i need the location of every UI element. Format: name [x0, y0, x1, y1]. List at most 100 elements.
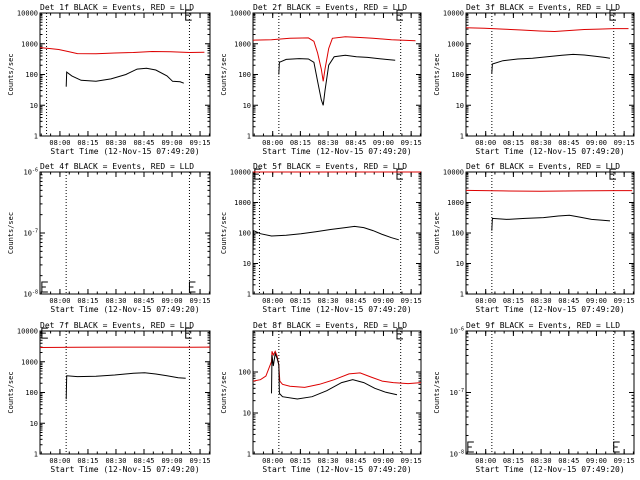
x-axis-label: Start Time (12-Nov-15 07:49:20): [475, 305, 624, 314]
plot-frame: [252, 330, 422, 455]
y-tick-label: 1000: [447, 199, 464, 207]
y-tick-label: 100: [25, 389, 38, 397]
e-marker-glyph: [188, 281, 196, 293]
y-tick-label: 1000: [234, 40, 251, 48]
y-tick-label: 1: [34, 451, 38, 459]
y-tick-label: 10-8: [450, 450, 464, 459]
e-marker-glyph: [396, 328, 403, 340]
x-tick-label: 09:15: [190, 139, 211, 147]
y-tick-label: 10000: [230, 169, 251, 177]
y-tick-label: 1: [34, 133, 38, 141]
y-tick-label: 10000: [230, 10, 251, 18]
x-tick-label: 08:00: [475, 139, 496, 147]
panel-det-6: Det 6f BLACK = Events, RED = LLD 1 10 100 10…: [433, 162, 635, 314]
events-series-line: [65, 372, 186, 400]
e-marker-glyph: [609, 9, 616, 21]
panel-title: Det 7f BLACK = Events, RED = LLD: [40, 321, 194, 330]
plot-frame: [252, 171, 422, 295]
x-tick-label: 08:15: [77, 457, 98, 465]
y-axis-label: Counts/sec: [220, 53, 228, 95]
x-tick-label: 08:30: [318, 457, 339, 465]
x-tick-label: 09:00: [373, 457, 394, 465]
x-tick-label: 08:15: [77, 297, 98, 305]
x-tick-label: 09:15: [614, 457, 635, 465]
y-axis-label: Counts/sec: [220, 371, 228, 413]
x-tick-label: 08:45: [345, 457, 366, 465]
plot-frame: [39, 171, 211, 295]
x-tick-label: 08:00: [262, 297, 283, 305]
panel-title: Det 1f BLACK = Events, RED = LLD: [40, 3, 194, 12]
x-tick-label: 08:45: [558, 139, 579, 147]
y-tick-label: 10000: [17, 10, 38, 18]
x-tick-label: 09:15: [401, 139, 422, 147]
x-tick-label: 08:00: [262, 139, 283, 147]
x-tick-label: 08:30: [105, 297, 126, 305]
y-tick-label: 100: [238, 230, 251, 238]
y-tick-label: 10000: [443, 10, 464, 18]
x-tick-label: 09:00: [586, 457, 607, 465]
y-tick-label: 100: [451, 71, 464, 79]
panel-det-9: Det 9f BLACK = Events, RED = LLD 10-8 10-7…: [433, 321, 635, 474]
x-tick-label: 09:15: [190, 457, 211, 465]
lld-series-line: [465, 27, 629, 33]
x-axis-label: Start Time (12-Nov-15 07:49:20): [50, 465, 199, 474]
e-marker-glyph: [609, 168, 616, 180]
y-tick-label: 1: [247, 291, 251, 299]
x-tick-label: 08:45: [133, 297, 154, 305]
x-tick-label: 08:45: [345, 297, 366, 305]
x-tick-label: 08:45: [558, 297, 579, 305]
y-tick-label: 10: [243, 102, 251, 110]
x-tick-label: 09:00: [373, 297, 394, 305]
e-marker-glyph: [396, 9, 403, 21]
y-tick-label: 1000: [447, 40, 464, 48]
y-tick-label: 10-6: [24, 168, 38, 177]
e-marker-glyph: [396, 168, 403, 180]
x-tick-label: 08:30: [531, 139, 552, 147]
panel-det-5: Det 5f BLACK = Events, RED = LLD 1 10 100 10…: [220, 162, 422, 314]
e-marker-glyph: [41, 281, 48, 293]
y-tick-label: 1000: [234, 199, 251, 207]
y-tick-label: 10: [30, 102, 38, 110]
y-tick-label: 10-8: [24, 290, 38, 299]
plot-frame: [465, 330, 635, 455]
e-marker-glyph: [41, 327, 48, 339]
e-marker-glyph: [185, 327, 192, 339]
panel-det-7: Det 7f BLACK = Events, RED = LLD 1 10 100 10…: [7, 321, 211, 474]
x-tick-label: 09:15: [614, 297, 635, 305]
y-tick-label: 100: [451, 230, 464, 238]
x-axis-label: Start Time (12-Nov-15 07:49:20): [50, 305, 199, 314]
x-tick-label: 08:30: [531, 297, 552, 305]
x-tick-label: 08:45: [133, 139, 154, 147]
y-axis-label: Counts/sec: [433, 212, 441, 254]
panel-det-2: Det 2f BLACK = Events, RED = LLD 1 10 100 10…: [220, 3, 422, 156]
y-tick-label: 10-6: [450, 327, 464, 336]
y-tick-label: 10-7: [24, 229, 38, 238]
y-axis-label: Counts/sec: [220, 212, 228, 254]
x-tick-label: 09:15: [614, 139, 635, 147]
y-axis-label: Counts/sec: [7, 371, 15, 413]
plot-frame: [252, 12, 422, 137]
y-tick-label: 1: [247, 451, 251, 459]
x-tick-label: 09:00: [373, 139, 394, 147]
x-tick-label: 09:00: [161, 457, 182, 465]
events-series-line: [491, 214, 611, 231]
panel-title: Det 6f BLACK = Events, RED = LLD: [466, 162, 620, 171]
y-tick-label: 1: [247, 133, 251, 141]
x-tick-label: 08:45: [345, 139, 366, 147]
y-tick-label: 1000: [21, 40, 38, 48]
panel-det-3: Det 3f BLACK = Events, RED = LLD 1 10 100 10…: [433, 3, 635, 156]
x-tick-label: 09:00: [586, 139, 607, 147]
e-marker-glyph: [254, 168, 261, 180]
x-tick-label: 08:30: [105, 457, 126, 465]
x-tick-label: 08:45: [558, 457, 579, 465]
x-tick-label: 08:30: [531, 457, 552, 465]
panel-title: Det 4f BLACK = Events, RED = LLD: [40, 162, 194, 171]
x-axis-label: Start Time (12-Nov-15 07:49:20): [475, 465, 624, 474]
x-tick-label: 08:00: [262, 457, 283, 465]
y-axis-label: Counts/sec: [433, 53, 441, 95]
panel-title: Det 9f BLACK = Events, RED = LLD: [466, 321, 620, 330]
x-tick-label: 08:30: [318, 297, 339, 305]
x-tick-label: 08:00: [49, 457, 70, 465]
x-axis-label: Start Time (12-Nov-15 07:49:20): [475, 147, 624, 156]
